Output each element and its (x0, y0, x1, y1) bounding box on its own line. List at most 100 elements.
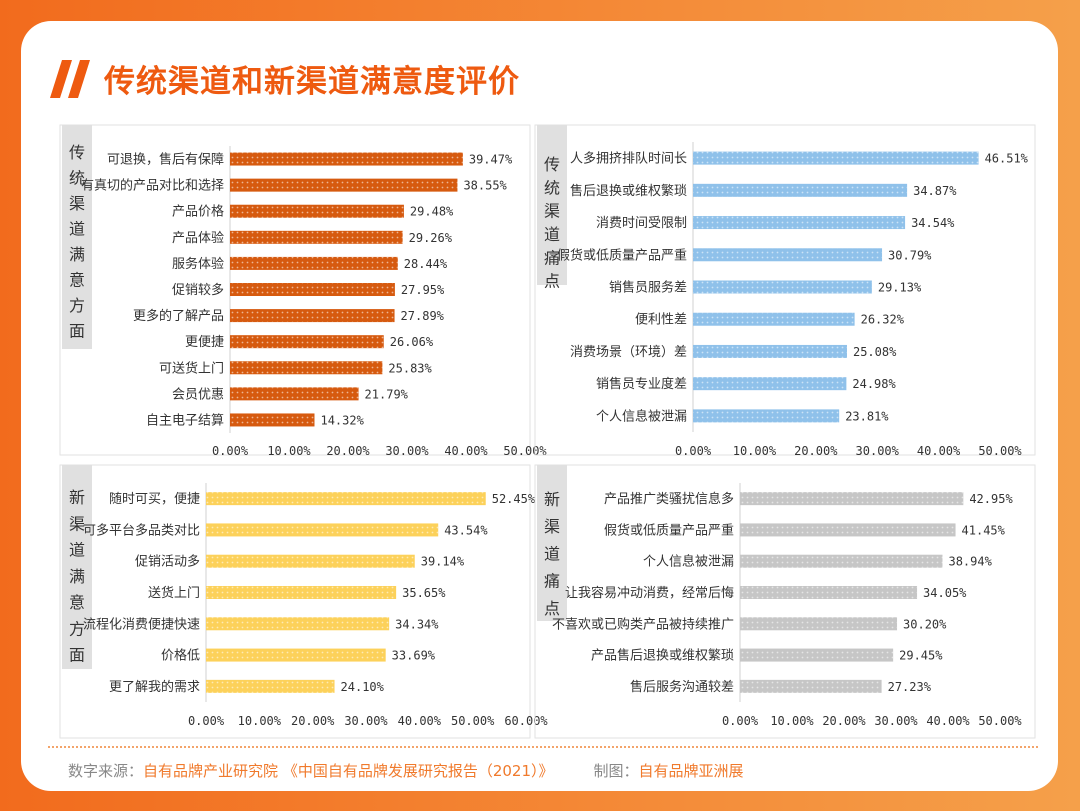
side-label-char: 道 (544, 544, 560, 563)
side-label-char: 渠 (69, 194, 85, 213)
bar-texture (693, 344, 847, 358)
bar-texture (230, 256, 398, 270)
tick-label: 50.00% (503, 444, 547, 458)
side-label-tab (62, 465, 92, 669)
side-label-char: 新 (69, 488, 85, 507)
value-label: 28.44% (404, 257, 448, 271)
footer-divider (48, 746, 1038, 748)
value-label: 39.14% (421, 555, 465, 569)
side-label-char: 新 (544, 490, 560, 509)
maker-label: 制图： (593, 762, 639, 780)
category-label: 价格低 (161, 648, 200, 664)
bar-texture (740, 648, 894, 662)
category-label: 更便捷 (185, 335, 224, 350)
side-label-char: 道 (69, 541, 85, 560)
side-label-char: 统 (544, 178, 560, 197)
bar-texture (693, 248, 883, 262)
value-label: 35.65% (402, 586, 446, 600)
bar-texture (740, 523, 956, 537)
tick-label: 50.00% (451, 714, 495, 728)
bar-texture (230, 152, 463, 166)
tick-label: 0.00% (722, 714, 759, 728)
bar-texture (230, 387, 359, 401)
value-label: 29.45% (899, 649, 943, 663)
category-label: 更多的了解产品 (133, 308, 224, 324)
category-label: 消费场景（环境）差 (570, 345, 687, 360)
value-label: 34.05% (923, 586, 967, 600)
value-label: 34.87% (913, 184, 957, 198)
bar-texture (230, 178, 458, 192)
value-label: 34.34% (395, 617, 439, 631)
value-label: 46.51% (985, 152, 1029, 166)
bar-texture (740, 586, 918, 599)
category-label: 可退换，售后有保障 (107, 152, 224, 168)
tick-label: 20.00% (291, 714, 335, 728)
category-label: 产品推广类骚扰信息多 (604, 491, 734, 507)
side-label-char: 渠 (69, 514, 85, 533)
value-label: 27.23% (888, 680, 932, 694)
side-label-char: 面 (69, 322, 85, 341)
side-label-char: 意 (69, 593, 85, 612)
category-label: 售后退换或维权繁琐 (570, 183, 687, 199)
side-label-char: 满 (69, 245, 85, 264)
value-label: 29.48% (410, 205, 454, 219)
side-label-char: 点 (544, 272, 560, 291)
bar-texture (230, 361, 383, 375)
side-label-char: 方 (69, 619, 85, 638)
tick-label: 0.00% (212, 444, 249, 458)
value-label: 30.20% (903, 617, 947, 631)
tick-label: 30.00% (344, 714, 388, 728)
category-label: 不喜欢或已购类产品被持续推广 (552, 616, 734, 632)
side-label-tab (537, 125, 567, 285)
tick-label: 50.00% (978, 714, 1022, 728)
category-label: 个人信息被泄漏 (643, 554, 734, 570)
bar-texture (693, 280, 872, 294)
category-label: 促销较多 (172, 282, 224, 298)
value-label: 14.32% (320, 413, 364, 427)
bar-texture (206, 586, 397, 599)
value-label: 38.55% (463, 179, 507, 193)
bar-texture (230, 335, 384, 349)
category-label: 假货或低质量产品严重 (557, 247, 687, 263)
category-label: 人多拥挤排队时间长 (570, 151, 687, 167)
side-label-char: 传 (544, 155, 560, 174)
bar-texture (206, 492, 486, 506)
side-label-char: 道 (69, 220, 85, 239)
category-label: 随时可买，便捷 (109, 492, 200, 507)
value-label: 33.69% (392, 649, 436, 663)
side-label-char: 痛 (544, 572, 560, 591)
bar-texture (230, 230, 403, 244)
tick-label: 50.00% (978, 444, 1022, 458)
category-label: 产品价格 (172, 204, 224, 220)
category-label: 销售员专业度差 (596, 376, 687, 392)
tick-label: 10.00% (238, 714, 282, 728)
tick-label: 0.00% (675, 444, 712, 458)
category-label: 个人信息被泄漏 (596, 408, 687, 424)
bar-texture (693, 151, 979, 165)
category-label: 有真切的产品对比和选择 (81, 178, 224, 194)
category-label: 可多平台多品类对比 (83, 522, 200, 538)
bar-texture (206, 617, 390, 631)
source-label: 数字来源： (68, 762, 144, 780)
category-label: 送货上门 (148, 585, 200, 601)
bar-texture (693, 216, 906, 230)
side-label-char: 方 (69, 296, 85, 315)
value-label: 43.54% (444, 523, 488, 537)
source-report: 《中国自有品牌发展研究报告（2021）》 (282, 762, 554, 780)
bar-texture (206, 679, 335, 693)
bar-texture (230, 204, 404, 218)
side-label-char: 传 (69, 143, 85, 162)
value-label: 52.45% (492, 492, 536, 506)
tick-label: 40.00% (917, 444, 961, 458)
maker-org: 自有品牌亚洲展 (638, 762, 744, 780)
bar-texture (230, 309, 395, 323)
bar-texture (230, 283, 395, 296)
side-label-char: 满 (69, 567, 85, 586)
side-label-char: 渠 (544, 202, 560, 221)
category-label: 自主电子结算 (146, 413, 224, 428)
side-label-tab (62, 125, 92, 349)
side-label-tab (537, 465, 567, 621)
